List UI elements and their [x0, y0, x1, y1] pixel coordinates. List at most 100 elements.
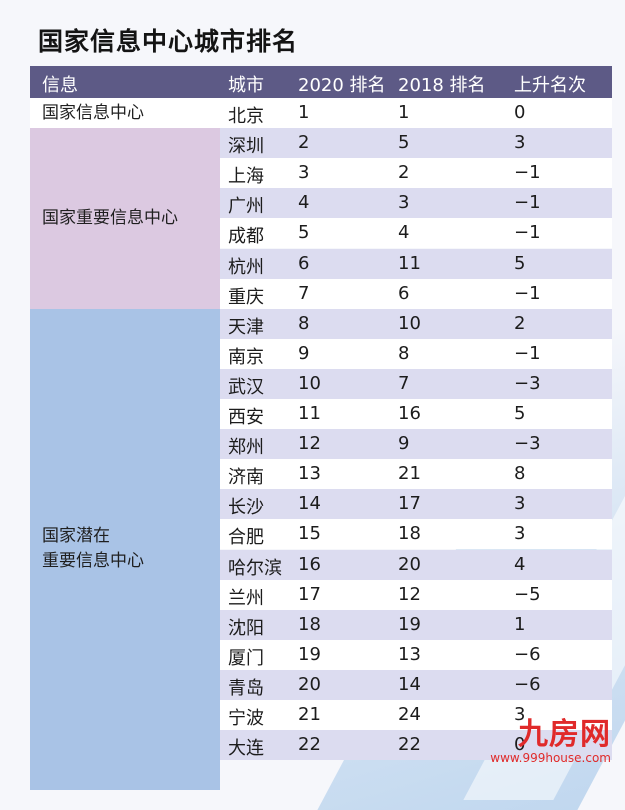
cell-rise: 3: [514, 704, 526, 725]
cell-rise: −1: [514, 282, 541, 304]
cell-rise: 8: [514, 463, 526, 485]
header-rise: 上升名次: [514, 75, 586, 96]
cell-city: 兰州: [228, 587, 264, 609]
cell-rank-2020: 5: [298, 222, 310, 244]
cell-city: 天津: [228, 316, 264, 338]
table-row: 天津 8 10 2: [220, 308, 612, 339]
cell-rank-2018: 5: [398, 132, 410, 154]
cell-rank-2018: 9: [398, 433, 410, 455]
cell-rise: −3: [514, 433, 541, 455]
table-row: 济南 13 21 8: [220, 459, 612, 490]
header-rank-2018: 2018 排名: [398, 75, 486, 96]
cell-rank-2020: 4: [298, 192, 310, 214]
cell-rank-2018: 24: [398, 704, 421, 725]
cell-rank-2018: 4: [398, 222, 410, 244]
cell-rank-2020: 12: [298, 433, 321, 455]
cell-rank-2018: 19: [398, 613, 421, 635]
cell-rank-2020: 20: [298, 673, 321, 695]
table-row: 武汉 10 7 −3: [220, 368, 612, 399]
cell-city: 杭州: [228, 256, 264, 278]
table-row: 兰州 17 12 −5: [220, 579, 612, 610]
cell-rank-2018: 21: [398, 463, 421, 485]
cell-rise: 5: [514, 403, 526, 424]
table-row: 重庆 7 6 −1: [220, 278, 612, 309]
cell-rise: −6: [514, 643, 541, 665]
cell-rank-2020: 2: [298, 132, 310, 154]
table-row: 南京 9 8 −1: [220, 338, 612, 369]
table-body: 国家信息中心 国家重要信息中心 国家潜在 重要信息中心 北京 1 1 0 深圳 2 5 3 上海 3 2 −1…: [30, 98, 612, 791]
cell-rank-2018: 22: [398, 734, 421, 756]
cell-rank-2020: 3: [298, 162, 310, 184]
cell-city: 济南: [228, 467, 264, 489]
cell-rank-2018: 13: [398, 643, 421, 665]
cell-rank-2020: 19: [298, 643, 321, 665]
cell-city: 广州: [228, 196, 264, 218]
cell-rank-2020: 9: [298, 342, 310, 364]
cell-rank-2018: 20: [398, 553, 421, 575]
table-row: 广州 4 3 −1: [220, 188, 612, 219]
watermark-logo: 九房网 www.999house.com: [490, 717, 611, 766]
cell-rank-2018: 10: [398, 312, 421, 334]
header-city: 城市: [228, 75, 264, 96]
cell-rise: −1: [514, 222, 541, 244]
header-rank-2020: 2020 排名: [298, 75, 386, 96]
table-header: 信息 城市 2020 排名 2018 排名 上升名次: [30, 66, 612, 98]
cell-rise: −1: [514, 162, 541, 184]
group-label-line: 国家信息中心: [42, 102, 144, 123]
cell-rise: 4: [514, 553, 526, 575]
cell-rank-2020: 13: [298, 463, 321, 485]
cell-rank-2020: 1: [298, 102, 310, 123]
cell-rise: −1: [514, 342, 541, 364]
cell-city: 武汉: [228, 376, 264, 398]
cell-city: 大连: [228, 738, 264, 760]
group-label-line: 国家重要信息中心: [42, 207, 178, 228]
table-row: 宁波 21 24 3: [220, 700, 612, 730]
cell-city: 宁波: [228, 708, 264, 729]
cell-rise: 1: [514, 613, 526, 635]
table-row: 北京 1 1 0: [220, 98, 612, 128]
group-label-line: 国家潜在: [42, 526, 110, 547]
table-row: 长沙 14 17 3: [220, 489, 612, 520]
cell-city: 西安: [228, 407, 264, 428]
cell-rank-2018: 1: [398, 102, 410, 123]
cell-rise: −5: [514, 583, 541, 605]
cell-rise: 3: [514, 132, 526, 154]
watermark-main: 九房网: [518, 717, 611, 752]
cell-rise: 3: [514, 493, 526, 515]
table-row: 深圳 2 5 3: [220, 128, 612, 159]
table-row: 大连 22 22 0: [220, 730, 612, 761]
cell-rank-2020: 10: [298, 372, 321, 394]
cell-rise: 0: [514, 102, 526, 123]
table-row: 沈阳 18 19 1: [220, 609, 612, 640]
group-label: 国家潜在重要信息中心: [42, 524, 144, 574]
cell-city: 青岛: [228, 677, 264, 699]
cell-city: 沈阳: [228, 617, 264, 639]
cell-city: 成都: [228, 226, 264, 248]
cell-city: 北京: [228, 106, 264, 127]
table-row: 青岛 20 14 −6: [220, 669, 612, 700]
group-cell: 国家重要信息中心: [30, 128, 220, 309]
table-row: 郑州 12 9 −3: [220, 429, 612, 460]
cell-rank-2018: 16: [398, 403, 421, 424]
cell-rank-2020: 14: [298, 493, 321, 515]
cell-rank-2020: 17: [298, 583, 321, 605]
group-label: 国家信息中心: [42, 101, 144, 126]
cell-rank-2020: 22: [298, 734, 321, 756]
cell-rise: −1: [514, 192, 541, 214]
cell-rank-2020: 16: [298, 553, 321, 575]
table-row: 合肥 15 18 3: [220, 519, 612, 550]
cell-rank-2018: 6: [398, 282, 410, 304]
cell-rank-2018: 2: [398, 162, 410, 184]
table-row: 西安 11 16 5: [220, 399, 612, 429]
group-cell: 国家信息中心: [30, 98, 220, 129]
cell-city: 重庆: [228, 286, 264, 308]
group-cell: 国家潜在重要信息中心: [30, 308, 220, 791]
cell-city: 南京: [228, 346, 264, 368]
cell-rank-2018: 8: [398, 342, 410, 364]
cell-rank-2018: 17: [398, 493, 421, 515]
cell-rank-2020: 11: [298, 403, 321, 424]
cell-rise: −3: [514, 372, 541, 394]
table-row: 杭州 6 11 5: [220, 248, 612, 279]
cell-city: 合肥: [228, 527, 264, 549]
group-label-line: 重要信息中心: [42, 551, 144, 572]
